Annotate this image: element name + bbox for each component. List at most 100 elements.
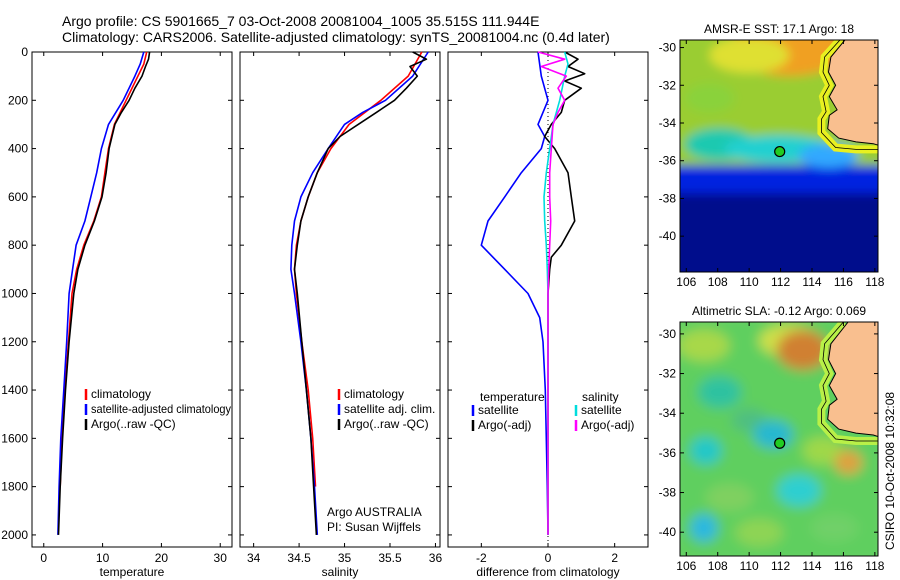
argo-float-marker xyxy=(774,145,786,158)
x-tick-label: 34 xyxy=(247,551,261,565)
map-y-tick-label: -38 xyxy=(659,486,677,500)
x-tick-label: 35.5 xyxy=(378,551,402,565)
y-tick-label: 600 xyxy=(8,190,28,204)
legend-entry: Argo(..raw -QC) xyxy=(91,417,176,431)
plot-frame xyxy=(239,51,441,548)
sla-anomaly-patch xyxy=(705,483,754,512)
legend-entry: Argo(-adj) xyxy=(478,418,531,432)
map-title: AMSR-E SST: 17.1 Argo: 18 xyxy=(704,22,854,36)
x-tick-label: 30 xyxy=(214,551,228,565)
map-x-tick-label: 112 xyxy=(771,275,790,289)
annotation-argo-australia: Argo AUSTRALIA xyxy=(327,505,422,519)
y-tick-label: 1600 xyxy=(1,431,28,445)
x-tick-label: 36 xyxy=(429,551,443,565)
x-axis-label: difference from climatology xyxy=(476,565,619,579)
map-y-tick-label: -32 xyxy=(659,78,677,92)
map-y-tick-label: -36 xyxy=(659,446,677,460)
y-tick-label: 400 xyxy=(8,142,28,156)
profile-panel-salinity: 34 34.5 35 35.5 36 salinity climatologysatelli… xyxy=(239,51,443,579)
sla-anomaly-patch xyxy=(697,376,742,409)
side-label: CSIRO 10-Oct-2008 10:32:08 xyxy=(883,392,897,550)
map-y-tick-label: -36 xyxy=(659,154,677,168)
map-y-tick-label: -30 xyxy=(659,41,677,55)
x-tick-label: -2 xyxy=(476,551,487,565)
map-x-tick-label: 118 xyxy=(865,275,884,289)
x-tick-label: 34.5 xyxy=(287,551,311,565)
bathymetry-contour xyxy=(821,322,878,442)
sla-anomaly-patch xyxy=(689,513,718,542)
map-y-tick-label: -38 xyxy=(659,191,677,205)
map-x-tick-label: 106 xyxy=(676,275,696,289)
map-x-tick-label: 106 xyxy=(676,559,696,573)
profile-panel-temperature: 0 10 20 30 0 200 400 600 800 1000 1200 1400 1600 1800… xyxy=(1,45,233,579)
map-y-tick-label: -30 xyxy=(659,327,677,341)
x-tick-label: 0 xyxy=(40,551,47,565)
x-axis-label: temperature xyxy=(100,565,165,579)
series-line-0 xyxy=(480,51,549,535)
map-x-tick-label: 112 xyxy=(771,559,790,573)
legend-entry: satellite xyxy=(581,403,622,417)
x-tick-label: 35 xyxy=(338,551,352,565)
x-tick-label: 20 xyxy=(155,551,169,565)
sla-anomaly-patch xyxy=(776,474,821,507)
land-mass xyxy=(827,322,878,438)
series-line-3 xyxy=(537,51,568,535)
y-tick-label: 0 xyxy=(21,45,28,59)
y-tick-label: 200 xyxy=(8,93,28,107)
series-line-2 xyxy=(57,51,151,535)
map-panel-map-sst: 106 108 110 112 114 116 118 -30 -32 -34 -36 -38 -40 A… xyxy=(659,22,885,289)
map-title: Altimetric SLA: -0.12 Argo: 0.069 xyxy=(692,304,866,318)
series-line-2 xyxy=(293,51,428,535)
legend-entry: Argo(..raw -QC) xyxy=(344,417,429,431)
y-tick-label: 1400 xyxy=(1,383,28,397)
legend-entry: satellite-adjusted climatology xyxy=(91,402,231,416)
legend-entry: Argo(-adj) xyxy=(581,418,634,432)
sla-anomaly-patch xyxy=(802,436,843,465)
map-x-tick-label: 108 xyxy=(708,559,728,573)
sst-mid-patch xyxy=(684,83,735,113)
y-tick-label: 1000 xyxy=(1,286,28,300)
map-panel-map-sla: 106 108 110 112 114 116 118 -30 -32 -34 -36 -38 -40 A… xyxy=(659,304,885,573)
legend-title-salinity: salinity xyxy=(582,390,619,404)
map-x-tick-label: 116 xyxy=(834,559,853,573)
y-tick-label: 1800 xyxy=(1,480,28,494)
map-frame xyxy=(679,39,879,273)
map-frame xyxy=(679,321,879,557)
legend-entry: climatology xyxy=(91,387,151,401)
sst-cold-water xyxy=(680,183,878,272)
header-line-2: Climatology: CARS2006. Satellite-adjuste… xyxy=(62,29,610,45)
map-y-tick-label: -34 xyxy=(659,406,677,420)
land-mass xyxy=(827,40,878,146)
sst-cool-band xyxy=(680,165,878,194)
map-y-tick-label: -34 xyxy=(659,116,677,130)
bathymetry-contour xyxy=(821,40,878,150)
map-x-tick-label: 114 xyxy=(802,275,821,289)
sla-anomaly-patch xyxy=(735,518,784,547)
sla-anomaly-patch xyxy=(810,513,859,542)
legend-entry: satellite adj. clim. xyxy=(344,402,435,416)
series-line-1 xyxy=(57,51,145,535)
header-line-1: Argo profile: CS 5901665_7 03-Oct-2008 2… xyxy=(62,13,539,29)
x-axis-label: salinity xyxy=(322,565,359,579)
legend-entry: satellite xyxy=(478,403,519,417)
map-x-tick-label: 116 xyxy=(834,275,853,289)
y-tick-label: 1200 xyxy=(1,335,28,349)
map-y-tick-label: -40 xyxy=(659,229,677,243)
map-x-tick-label: 110 xyxy=(740,559,759,573)
x-tick-label: 10 xyxy=(96,551,110,565)
sla-anomaly-patch xyxy=(753,420,794,449)
map-field xyxy=(680,40,878,272)
series-line-1 xyxy=(543,51,586,535)
argo-float-marker xyxy=(774,437,786,449)
x-tick-label: 2 xyxy=(611,551,618,565)
map-x-tick-label: 114 xyxy=(802,559,821,573)
sla-anomaly-patch xyxy=(834,450,863,475)
y-tick-label: 2000 xyxy=(1,528,28,542)
legend-entry: climatology xyxy=(344,387,404,401)
map-x-tick-label: 118 xyxy=(865,559,884,573)
sla-anomaly-patch xyxy=(689,436,722,465)
plot-frame xyxy=(31,51,233,548)
sst-warm-patch xyxy=(709,40,790,73)
